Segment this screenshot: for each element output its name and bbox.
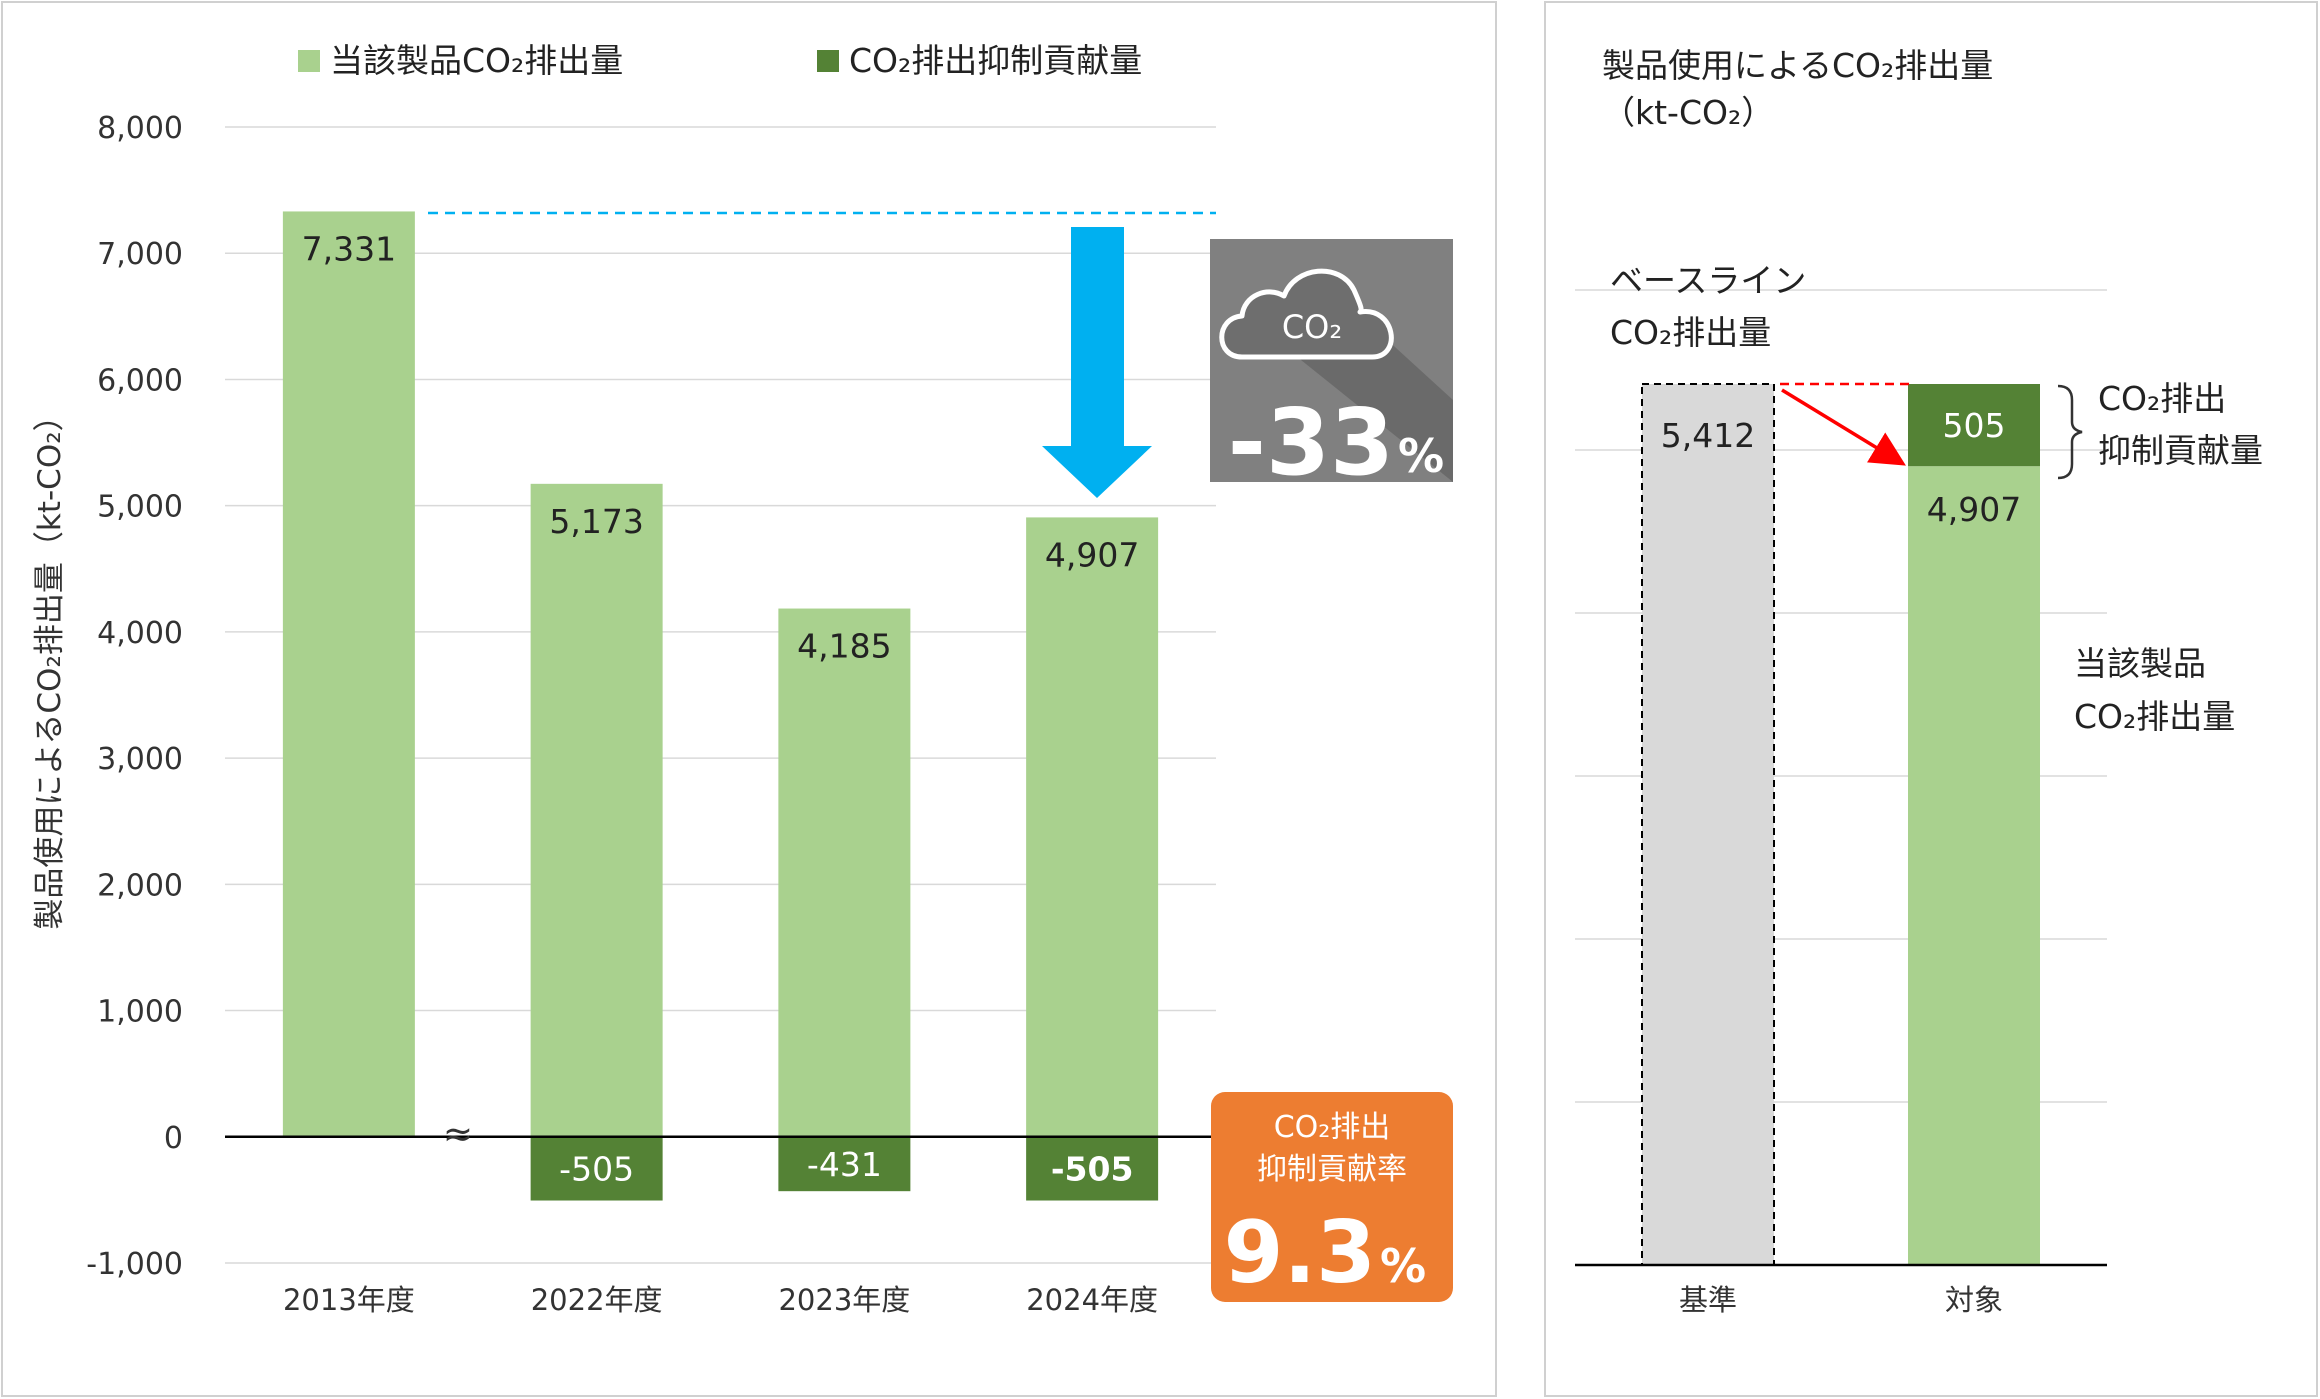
legend: 当該製品CO₂排出量 CO₂排出抑制貢献量 xyxy=(298,41,1142,80)
right-title-line1: 製品使用によるCO₂排出量 xyxy=(1602,46,1993,85)
y-tick-label: 3,000 xyxy=(97,742,183,777)
bar-product xyxy=(778,608,911,1137)
rate-badge-line2: 抑制貢献率 xyxy=(1257,1152,1407,1187)
legend-label-contribution: CO₂排出抑制貢献量 xyxy=(849,41,1142,80)
axis-break-symbol: ≈ xyxy=(443,1114,473,1155)
contribution-label-line1: CO₂排出 xyxy=(2098,379,2226,418)
data-label-contribution: 505 xyxy=(1943,406,2006,445)
product-label-line2: CO₂排出量 xyxy=(2074,697,2235,736)
bar-baseline xyxy=(1641,383,1775,1266)
x-tick-label: 2022年度 xyxy=(531,1283,663,1317)
y-tick-label: 0 xyxy=(164,1121,183,1156)
bar-product xyxy=(282,211,415,1137)
legend-swatch-contribution xyxy=(817,50,839,72)
contribution-brace xyxy=(2057,384,2083,480)
bar-product xyxy=(530,483,663,1137)
left-y-tick-labels: 8,000 7,000 6,000 5,000 4,000 3,000 2,000 1,000… xyxy=(86,111,183,1282)
legend-swatch-product xyxy=(298,50,320,72)
rate-value: 9.3 xyxy=(1224,1203,1376,1303)
y-axis-label: 製品使用によるCO₂排出量（kt-CO₂） xyxy=(32,400,68,929)
x-tick-label: 2024年度 xyxy=(1026,1283,1158,1317)
y-tick-label: 6,000 xyxy=(97,363,183,398)
legend-label-product: 当該製品CO₂排出量 xyxy=(330,41,623,80)
data-label-contribution: -505 xyxy=(1051,1150,1134,1189)
right-x-tick-labels: 基準 対象 xyxy=(1679,1283,2003,1317)
bar-contribution xyxy=(778,1136,911,1192)
bar-contribution xyxy=(1026,1136,1159,1201)
cloud-icon xyxy=(1219,268,1394,360)
reduction-pointer-arrow xyxy=(1781,388,1906,466)
x-tick-label: 対象 xyxy=(1945,1283,2003,1317)
product-label-line1: 当該製品 xyxy=(2074,644,2206,683)
bar-contribution xyxy=(1908,384,2040,467)
x-tick-label: 2023年度 xyxy=(778,1283,910,1317)
y-tick-label: 1,000 xyxy=(97,995,183,1030)
data-label-product: 5,173 xyxy=(549,502,643,541)
reduction-badge: CO₂ -33 % xyxy=(1210,239,1453,496)
bar-contribution xyxy=(530,1136,663,1201)
y-tick-label: 5,000 xyxy=(97,490,183,525)
reduction-unit: % xyxy=(1398,429,1444,483)
data-label-product: 7,331 xyxy=(302,229,396,268)
reduction-arrow xyxy=(1042,227,1152,498)
y-tick-label: 4,000 xyxy=(97,616,183,651)
x-tick-label: 2013年度 xyxy=(283,1283,415,1317)
data-label-baseline: 5,412 xyxy=(1661,416,1755,455)
data-label-product: 4,907 xyxy=(1045,535,1139,574)
cloud-icon-text: CO₂ xyxy=(1282,308,1342,346)
y-tick-label: -1,000 xyxy=(86,1247,183,1282)
left-bars: 7,331 5,173 -505 4,185 -431 4,907 -505 xyxy=(225,211,1216,1201)
data-label-contribution: -505 xyxy=(559,1150,634,1189)
rate-unit: % xyxy=(1380,1239,1426,1293)
data-label-contribution: -431 xyxy=(807,1145,882,1184)
data-label-product: 4,907 xyxy=(1927,490,2021,529)
right-bars: 5,412 4,907 505 xyxy=(1575,383,2107,1267)
rate-badge-line1: CO₂排出 xyxy=(1274,1110,1391,1145)
x-tick-label: 基準 xyxy=(1679,1283,1737,1317)
right-title-line2: （kt-CO₂） xyxy=(1602,93,1774,132)
bar-product xyxy=(1026,517,1159,1137)
y-tick-label: 2,000 xyxy=(97,868,183,903)
y-tick-label: 8,000 xyxy=(97,111,183,146)
left-chart: 8,000 7,000 6,000 5,000 4,000 3,000 2,000 1,000… xyxy=(32,41,1453,1317)
reduction-value: -33 xyxy=(1228,389,1394,496)
contribution-label-line2: 抑制貢献量 xyxy=(2098,431,2263,470)
data-label-product: 4,185 xyxy=(797,627,891,666)
bar-product xyxy=(1908,466,2040,1265)
y-tick-label: 7,000 xyxy=(97,237,183,272)
left-x-tick-labels: 2013年度 2022年度 2023年度 2024年度 xyxy=(283,1283,1158,1317)
right-chart: 製品使用によるCO₂排出量 （kt-CO₂） 5,412 4,907 505 基準 対… xyxy=(1575,46,2263,1317)
baseline-label-line1: ベースライン xyxy=(1610,261,1806,300)
rate-badge: CO₂排出 抑制貢献率 9.3 % xyxy=(1211,1092,1453,1303)
baseline-label-line2: CO₂排出量 xyxy=(1610,313,1771,352)
